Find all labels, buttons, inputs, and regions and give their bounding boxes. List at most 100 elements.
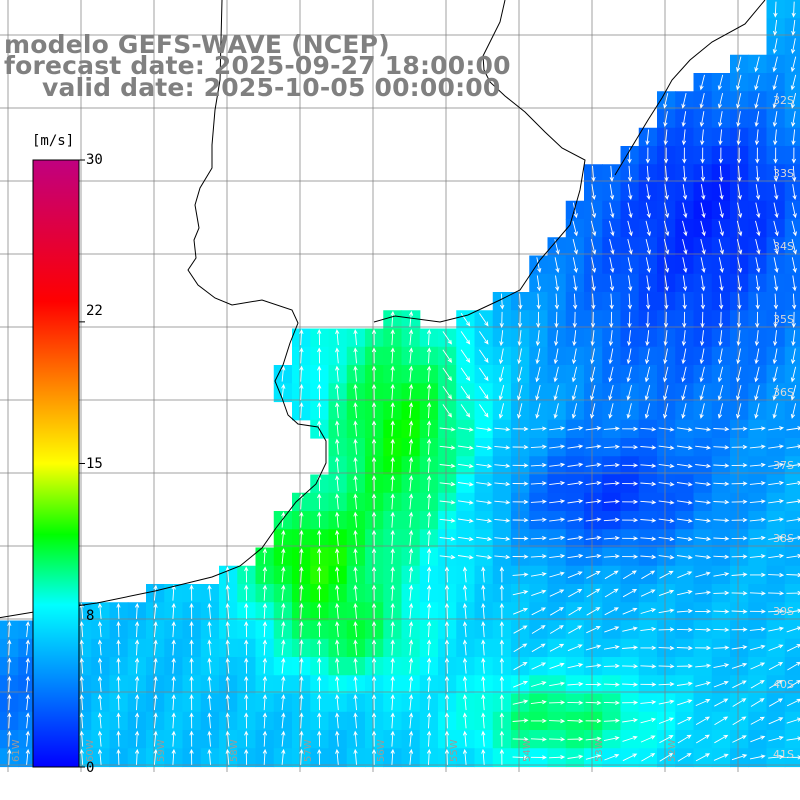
wind-arrow: [731, 554, 748, 559]
wind-arrow: [736, 220, 743, 237]
wind-arrow: [640, 645, 657, 651]
wind-arrow: [371, 511, 377, 528]
wind-arrow: [603, 736, 620, 742]
wind-arrow: [658, 699, 675, 705]
wind-arrow: [682, 220, 688, 237]
wind-arrow: [681, 348, 687, 365]
lon-label-57w: 57W: [303, 739, 314, 762]
wind-arrow: [718, 257, 724, 274]
wind-arrow: [585, 535, 602, 540]
wind-arrow: [604, 626, 620, 633]
wind-arrow: [390, 420, 395, 437]
wind-arrow: [262, 730, 268, 747]
wind-arrow: [299, 511, 304, 528]
wind-arrow: [768, 644, 784, 651]
wind-arrow: [512, 699, 529, 705]
wind-arrow: [695, 663, 712, 668]
wind-arrow: [513, 680, 529, 688]
wind-arrow: [749, 572, 766, 578]
wind-arrow: [536, 293, 541, 310]
wind-arrow: [713, 627, 730, 632]
wind-arrow: [791, 220, 797, 237]
wind-arrow: [444, 712, 450, 729]
wind-arrow: [695, 536, 712, 542]
wind-arrow: [585, 754, 602, 760]
wind-arrow: [713, 609, 730, 614]
wind-arrow: [153, 639, 158, 656]
wind-arrow: [786, 644, 800, 652]
wind-arrow: [371, 566, 377, 583]
wind-arrow: [640, 463, 657, 468]
wind-arrow: [426, 730, 432, 747]
wind-arrow: [695, 500, 712, 505]
wind-arrow: [390, 383, 395, 400]
wind-arrow: [371, 730, 377, 747]
lon-label-59w: 59W: [156, 739, 167, 762]
wind-arrow: [659, 735, 674, 744]
wind-arrow: [299, 566, 304, 583]
wind-arrow: [189, 675, 194, 692]
wind-arrow: [390, 493, 395, 510]
wind-arrow: [426, 347, 432, 364]
lon-label-60w: 60W: [85, 739, 96, 762]
wind-arrow: [773, 330, 778, 347]
wind-arrow: [622, 607, 638, 615]
wind-arrow: [658, 482, 675, 487]
wind-arrow: [695, 716, 710, 725]
wind-arrow: [371, 529, 377, 546]
wind-arrow: [299, 602, 304, 619]
wind-arrow: [663, 238, 670, 255]
wind-arrow: [479, 349, 489, 363]
wind-arrow: [79, 657, 84, 674]
wind-arrow: [750, 735, 766, 743]
wind-arrow: [754, 56, 760, 73]
wind-arrow: [444, 639, 450, 656]
wind-arrow: [567, 553, 584, 559]
wind-arrow: [207, 694, 212, 711]
wind-arrow: [25, 748, 30, 765]
wind-arrow: [549, 625, 564, 634]
wind-arrow: [573, 293, 578, 310]
wind-arrow: [225, 712, 230, 729]
wind-arrow: [590, 403, 596, 419]
wind-arrow: [567, 444, 584, 449]
wind-arrow: [658, 627, 675, 632]
wind-arrow: [531, 589, 547, 597]
wind-arrow: [754, 384, 760, 401]
wind-arrow: [353, 694, 358, 711]
wind-arrow: [371, 694, 377, 711]
wind-arrow: [171, 621, 176, 638]
wind-arrow: [609, 311, 614, 328]
wind-cell: [784, 310, 800, 330]
wind-cell: [784, 383, 800, 403]
wind-arrow: [676, 627, 693, 632]
wind-arrow: [700, 147, 705, 164]
wind-arrow: [768, 444, 785, 449]
wind-arrow: [262, 694, 268, 711]
wind-arrow: [499, 657, 505, 674]
wind-arrow: [713, 645, 730, 650]
wind-arrow: [390, 402, 395, 419]
wind-arrow: [512, 755, 529, 760]
wind-arrow: [97, 712, 103, 729]
wind-arrow: [754, 403, 760, 419]
wind-arrow: [699, 348, 705, 365]
wind-arrow: [408, 730, 414, 747]
wind-arrow: [786, 499, 800, 504]
wind-arrow: [426, 748, 432, 765]
wind-arrow: [586, 571, 601, 579]
wind-arrow: [567, 535, 584, 540]
wind-arrow: [408, 694, 414, 711]
wind-arrow: [681, 366, 687, 383]
wind-arrow: [549, 553, 566, 559]
wind-arrow: [773, 293, 779, 310]
wind-arrow: [768, 754, 785, 760]
wind-arrow: [426, 529, 432, 546]
wind-arrow: [750, 680, 765, 689]
lon-label-53w: 53W: [594, 739, 605, 762]
wind-arrow: [719, 275, 724, 292]
wind-arrow: [530, 718, 547, 724]
wind-arrow: [572, 202, 578, 219]
wind-arrow: [390, 584, 395, 601]
wind-arrow: [549, 426, 566, 431]
